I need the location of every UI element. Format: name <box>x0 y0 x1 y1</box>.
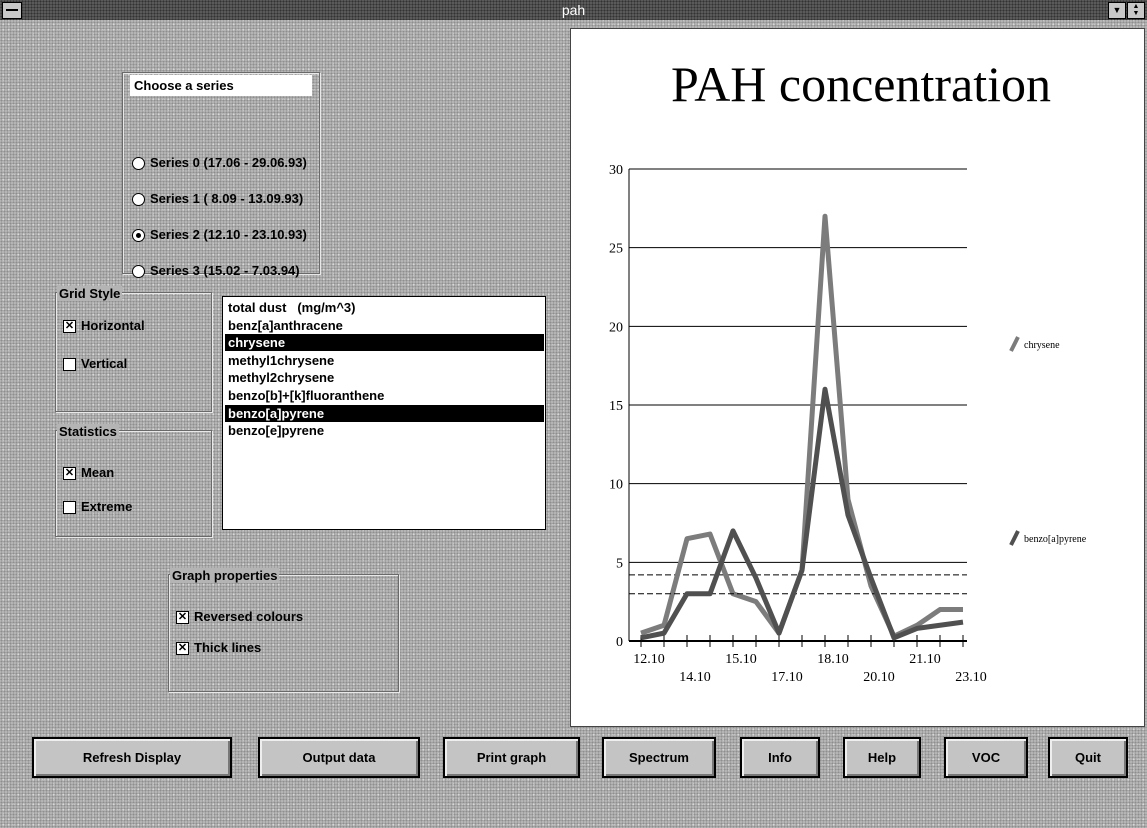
restore-button[interactable]: ▲▼ <box>1127 2 1145 19</box>
radio-button[interactable] <box>132 229 145 242</box>
chart-panel: PAH concentration 0 5 10 15 20 25 30 12.10 14.10… <box>570 28 1145 727</box>
checkbox-label[interactable]: Reversed colours <box>194 609 303 624</box>
x-tick-label: 18.10 <box>817 652 849 667</box>
x-tick-label: 14.10 <box>679 670 711 685</box>
legend-swatch <box>1011 531 1018 545</box>
button[interactable]: Quit <box>1048 737 1128 778</box>
list-item[interactable]: methyl2chrysene <box>225 369 544 386</box>
y-tick-label: 25 <box>609 242 623 257</box>
chart: PAH concentration 0 5 10 15 20 25 30 12.10 14.10… <box>571 29 1144 726</box>
y-tick-label: 20 <box>609 320 623 335</box>
series-group-title: Choose a series <box>130 75 312 96</box>
checkbox[interactable] <box>63 358 76 371</box>
list-item[interactable]: benzo[e]pyrene <box>225 422 544 439</box>
checkbox-label[interactable]: Thick lines <box>194 640 261 655</box>
button[interactable]: Output data <box>258 737 420 778</box>
y-tick-label: 30 <box>609 163 623 178</box>
list-item[interactable]: chrysene <box>225 334 544 351</box>
legend-swatch <box>1011 337 1018 351</box>
list-item[interactable]: benz[a]anthracene <box>225 317 544 334</box>
x-tick-label: 12.10 <box>633 652 665 667</box>
button[interactable]: Help <box>843 737 921 778</box>
statistics-group <box>55 430 212 537</box>
minimize-button[interactable]: ▼ <box>1108 2 1126 19</box>
radio-label[interactable]: Series 2 (12.10 - 23.10.93) <box>150 227 307 242</box>
checkbox[interactable]: ✕ <box>176 642 189 655</box>
group-title: Graph properties <box>170 568 279 583</box>
radio-button[interactable] <box>132 157 145 170</box>
y-tick-label: 15 <box>609 399 623 414</box>
checkbox-label[interactable]: Extreme <box>81 499 132 514</box>
radio-label[interactable]: Series 3 (15.02 - 7.03.94) <box>150 263 300 278</box>
checkbox[interactable]: ✕ <box>63 320 76 333</box>
app-window: pah ▼ ▲▼ PAH concentration 0 5 10 15 20 25 30 1… <box>0 0 1147 828</box>
series-group <box>122 72 320 274</box>
radio-label[interactable]: Series 1 ( 8.09 - 13.09.93) <box>150 191 303 206</box>
checkbox[interactable] <box>63 501 76 514</box>
group-title: Statistics <box>57 424 119 439</box>
checkbox-label[interactable]: Vertical <box>81 356 127 371</box>
radio-button[interactable] <box>132 193 145 206</box>
radio-button[interactable] <box>132 265 145 278</box>
x-tick-label: 15.10 <box>725 652 757 667</box>
list-item[interactable]: methyl1chrysene <box>225 352 544 369</box>
x-tick-label: 20.10 <box>863 670 895 685</box>
group-title: Grid Style <box>57 286 122 301</box>
button[interactable]: Refresh Display <box>32 737 232 778</box>
legend-label: chrysene <box>1024 340 1060 351</box>
button[interactable]: VOC <box>944 737 1028 778</box>
list-item[interactable]: benzo[b]+[k]fluoranthene <box>225 387 544 404</box>
chart-title: PAH concentration <box>671 56 1051 112</box>
window-title: pah <box>0 2 1147 18</box>
x-tick-label: 23.10 <box>955 670 987 685</box>
checkbox-label[interactable]: Horizontal <box>81 318 145 333</box>
radio-label[interactable]: Series 0 (17.06 - 29.06.93) <box>150 155 307 170</box>
button[interactable]: Spectrum <box>602 737 716 778</box>
grid-style-group <box>55 292 212 412</box>
y-tick-label: 5 <box>616 556 623 571</box>
checkbox[interactable]: ✕ <box>63 467 76 480</box>
x-tick-label: 21.10 <box>909 652 941 667</box>
y-tick-label: 10 <box>609 478 623 493</box>
button[interactable]: Info <box>740 737 820 778</box>
checkbox-label[interactable]: Mean <box>81 465 114 480</box>
y-tick-label: 0 <box>616 635 623 650</box>
title-bar: pah ▼ ▲▼ <box>0 0 1147 20</box>
x-tick-label: 17.10 <box>771 670 803 685</box>
data-line <box>641 389 963 638</box>
list-item[interactable]: total dust (mg/m^3) <box>225 299 544 316</box>
checkbox[interactable]: ✕ <box>176 611 189 624</box>
button[interactable]: Print graph <box>443 737 580 778</box>
list-item[interactable]: benzo[a]pyrene <box>225 405 544 422</box>
legend-label: benzo[a]pyrene <box>1024 534 1087 545</box>
graph-properties-group <box>168 574 399 692</box>
